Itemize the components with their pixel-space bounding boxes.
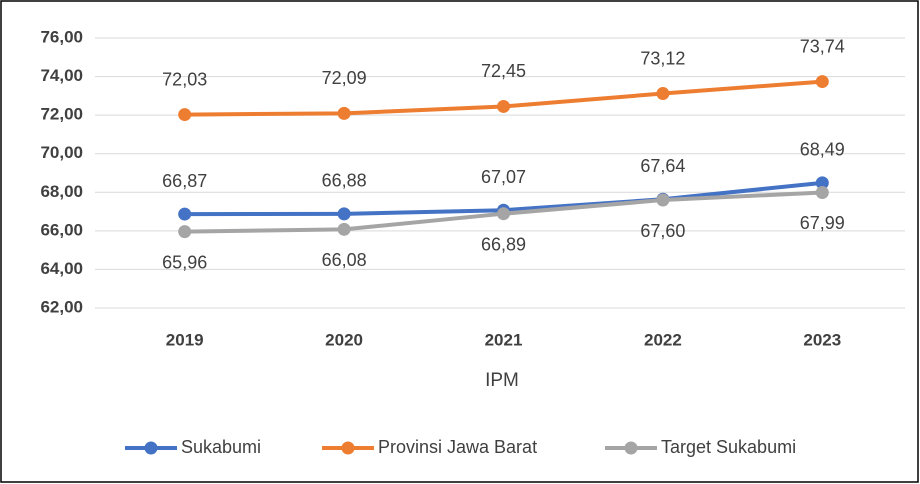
legend-marker xyxy=(624,441,638,455)
data-point xyxy=(337,106,351,120)
x-tick-label: 2019 xyxy=(166,330,204,349)
data-label: 65,96 xyxy=(162,252,207,272)
data-point xyxy=(178,225,192,239)
y-tick-label: 74,00 xyxy=(40,66,83,85)
x-tick-label: 2022 xyxy=(644,330,682,349)
legend-marker xyxy=(144,441,158,455)
legend-label: Sukabumi xyxy=(181,437,261,457)
data-label: 67,07 xyxy=(481,167,526,187)
data-point xyxy=(815,75,829,89)
legend-label: Target Sukabumi xyxy=(661,437,796,457)
data-label: 72,45 xyxy=(481,61,526,81)
x-tick-label: 2021 xyxy=(485,330,523,349)
data-label: 73,12 xyxy=(640,48,685,68)
data-label: 67,99 xyxy=(800,213,845,233)
data-point xyxy=(337,222,351,236)
data-point xyxy=(497,207,510,221)
data-point xyxy=(815,185,829,199)
legend-marker xyxy=(341,441,355,455)
data-point xyxy=(178,207,192,221)
y-tick-label: 70,00 xyxy=(40,143,83,162)
data-point xyxy=(656,87,670,101)
data-label: 73,74 xyxy=(800,36,845,56)
y-tick-label: 66,00 xyxy=(40,220,83,239)
data-point xyxy=(656,193,670,207)
y-tick-label: 72,00 xyxy=(40,105,83,124)
x-tick-label: 2023 xyxy=(803,330,841,349)
y-tick-label: 64,00 xyxy=(40,259,83,278)
data-point xyxy=(178,108,192,122)
data-label: 72,03 xyxy=(162,69,207,89)
x-axis-title: IPM xyxy=(485,370,519,391)
data-label: 66,87 xyxy=(162,171,207,191)
x-tick-label: 2020 xyxy=(325,330,363,349)
legend-label: Provinsi Jawa Barat xyxy=(378,437,537,457)
data-point xyxy=(815,176,829,190)
data-label: 66,89 xyxy=(481,234,526,254)
data-point xyxy=(497,99,510,113)
y-tick-label: 76,00 xyxy=(40,27,83,46)
data-label: 68,49 xyxy=(800,140,845,160)
data-label: 66,88 xyxy=(322,171,367,191)
y-tick-label: 68,00 xyxy=(40,182,83,201)
data-label: 72,09 xyxy=(322,68,367,88)
data-label: 66,08 xyxy=(322,250,367,270)
data-point xyxy=(337,207,351,221)
data-label: 67,64 xyxy=(640,156,685,176)
data-label: 67,60 xyxy=(640,221,685,241)
y-tick-label: 62,00 xyxy=(40,297,83,316)
